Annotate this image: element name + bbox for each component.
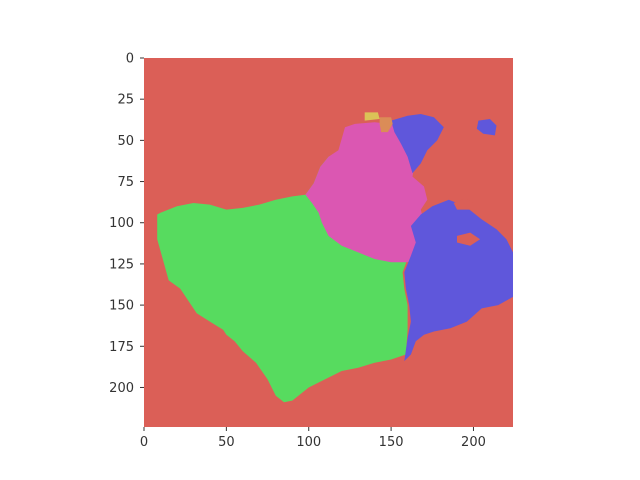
heatmap-region-1 (305, 122, 433, 263)
x-tick-label-2: 100 (296, 435, 321, 450)
x-axis: 0 50 100 150 200 (140, 427, 486, 450)
y-tick-label-3: 75 (117, 175, 134, 190)
y-tick-label-1: 25 (117, 93, 134, 108)
x-tick-label-0: 0 (140, 435, 148, 450)
x-tick-label-3: 150 (379, 435, 404, 450)
heatmap-region-8 (379, 117, 393, 133)
y-tick-label-6: 150 (109, 299, 134, 314)
y-tick-label-5: 125 (109, 257, 134, 272)
y-axis: 0 25 50 75 100 125 150 175 200 (109, 52, 144, 396)
heatmap-region-3 (404, 199, 513, 362)
plot-area (144, 58, 513, 427)
y-tick-label-7: 175 (109, 340, 134, 355)
heatmap-region-6 (476, 119, 497, 136)
heatmap-region-2 (391, 114, 444, 174)
heatmap-region-5 (457, 232, 481, 246)
y-tick-label-0: 0 (126, 52, 134, 67)
y-tick-label-2: 50 (117, 134, 134, 149)
y-tick-label-4: 100 (109, 216, 134, 231)
x-tick-label-1: 50 (218, 435, 235, 450)
y-tick-label-8: 200 (109, 381, 134, 396)
heatmap-regions (157, 112, 513, 403)
x-tick-label-4: 200 (461, 435, 486, 450)
heatmap-region-4 (453, 198, 474, 210)
heatmap-region-7 (364, 112, 380, 121)
